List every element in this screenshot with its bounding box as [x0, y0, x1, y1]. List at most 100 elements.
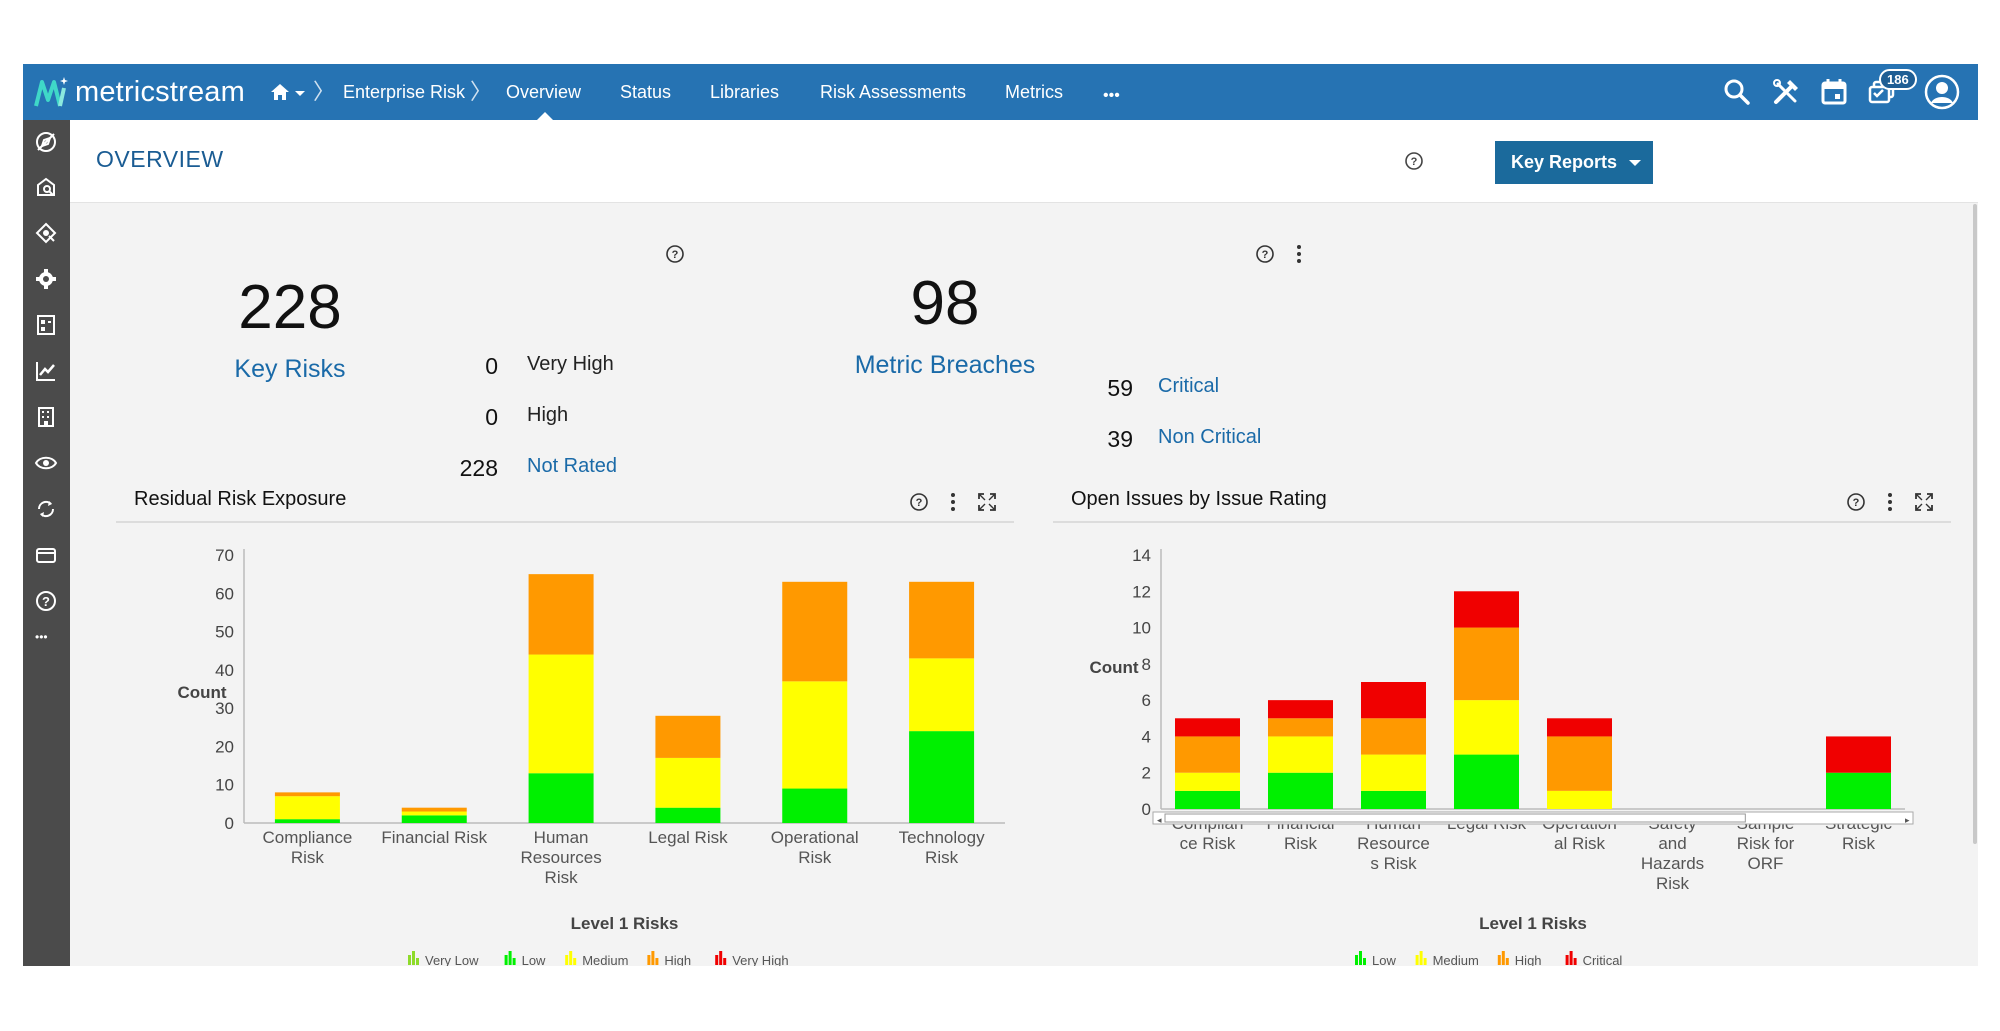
- key-risks-label[interactable]: Key Risks: [234, 355, 346, 383]
- more-tabs-button[interactable]: •••: [1103, 87, 1120, 104]
- home-dropdown-caret-icon[interactable]: [295, 91, 305, 96]
- critical-link[interactable]: Critical: [1158, 375, 1220, 397]
- open-issues-panel-title: Open Issues by Issue Rating: [1071, 488, 1327, 510]
- eye-settings-icon[interactable]: [34, 451, 58, 475]
- kebab-menu-icon[interactable]: [942, 491, 964, 513]
- expand-icon[interactable]: [976, 491, 998, 513]
- legend-item: Medium: [565, 951, 628, 966]
- wallet-icon[interactable]: [34, 543, 58, 567]
- bar-segment-medium: [274, 796, 340, 820]
- key-reports-button[interactable]: Key Reports: [1495, 141, 1653, 184]
- bar-segment-high: [528, 574, 594, 655]
- help-icon[interactable]: ?: [908, 491, 930, 513]
- metric-breaches-label[interactable]: Metric Breaches: [854, 351, 1036, 379]
- tab-risk-assessments[interactable]: Risk Assessments: [820, 82, 967, 102]
- building-icon[interactable]: [34, 405, 58, 429]
- tab-metrics[interactable]: Metrics: [1005, 82, 1063, 102]
- kebab-menu-icon[interactable]: [1288, 243, 1310, 265]
- tools-icon[interactable]: [1770, 76, 1802, 108]
- expand-icon[interactable]: [1913, 491, 1935, 513]
- bar-segment-high: [1361, 718, 1426, 755]
- non-critical-link[interactable]: Non Critical: [1158, 426, 1262, 448]
- y-tick-label: 30: [215, 699, 234, 718]
- sidebar: ? •••: [23, 120, 70, 966]
- notification-count-badge: 186: [1879, 69, 1917, 90]
- y-axis-title: Count: [177, 683, 226, 702]
- legend-swatch-icon: [565, 955, 569, 965]
- bar-segment-medium: [401, 811, 467, 816]
- legend-swatch-icon: [1569, 951, 1573, 965]
- key-risks-total[interactable]: 228: [238, 273, 342, 342]
- bar-segment-medium: [1175, 772, 1240, 791]
- bar-segment-low: [528, 773, 594, 823]
- line-chart-icon[interactable]: [34, 359, 58, 383]
- not-rated-link[interactable]: Not Rated: [527, 455, 618, 477]
- page-scrollbar[interactable]: [1973, 204, 1977, 844]
- tab-status[interactable]: Status: [620, 82, 672, 102]
- breadcrumb-enterprise-risk[interactable]: Enterprise Risk: [343, 82, 466, 102]
- help-icon[interactable]: ?: [1254, 243, 1276, 265]
- gear-shield-icon[interactable]: [34, 267, 58, 291]
- residual-risk-panel-title: Residual Risk Exposure: [134, 488, 347, 510]
- legend-swatch-icon: [1419, 951, 1423, 965]
- help-icon[interactable]: ?: [34, 589, 58, 613]
- legend-swatch-icon: [715, 955, 719, 965]
- legend-swatch-icon: [1423, 958, 1427, 965]
- legend-swatch-icon: [1565, 955, 1569, 965]
- bar-segment-high: [909, 581, 975, 659]
- help-icon[interactable]: ?: [1404, 151, 1424, 171]
- bar-segment-medium: [655, 757, 721, 808]
- legend-item: High: [1497, 951, 1542, 966]
- help-icon[interactable]: ?: [664, 243, 686, 265]
- page-title: OVERVIEW: [96, 146, 224, 172]
- brand-logo[interactable]: metricstream: [33, 72, 245, 112]
- high-label: High: [527, 404, 569, 426]
- y-tick-label: 0: [1142, 800, 1151, 819]
- tab-libraries[interactable]: Libraries: [710, 82, 780, 102]
- y-tick-label: 40: [215, 661, 234, 680]
- not-rated-count: 228: [459, 455, 498, 481]
- legend-label: Low: [522, 953, 546, 966]
- dashboard-content: ? ? 228 Key Risks 0 Very High 0 High 228…: [70, 203, 1978, 966]
- legend-item: High: [647, 951, 691, 966]
- bar-segment-medium: [528, 654, 594, 774]
- app-window: metricstream 〉 Enterprise Risk 〉 Overvie…: [23, 64, 1978, 966]
- bar-segment-high: [782, 581, 848, 682]
- breadcrumb-separator-icon: 〉: [470, 79, 493, 104]
- tab-overview[interactable]: Overview: [506, 82, 582, 102]
- bar-segment-high: [655, 715, 721, 758]
- y-tick-label: 60: [215, 584, 234, 603]
- metricstream-logo-icon: [34, 77, 68, 107]
- refresh-icon[interactable]: [34, 497, 58, 521]
- legend-label: High: [664, 953, 691, 966]
- x-tick-label: Compliance Risk: [263, 828, 353, 867]
- y-tick-label: 70: [215, 546, 234, 565]
- bar-segment-medium: [1547, 790, 1612, 809]
- legend-item: Medium: [1415, 951, 1479, 966]
- scorecard-icon[interactable]: [34, 313, 58, 337]
- metric-breaches-total[interactable]: 98: [910, 269, 980, 338]
- key-reports-label: Key Reports: [1511, 152, 1618, 172]
- page-header: OVERVIEW ? Key Reports: [70, 120, 1978, 203]
- bar-segment-low: [1175, 790, 1240, 809]
- home-icon[interactable]: [269, 82, 291, 102]
- legend-swatch-icon: [651, 951, 655, 965]
- help-icon[interactable]: ?: [1845, 491, 1867, 513]
- y-axis-title: Count: [1089, 658, 1138, 677]
- risk-target-icon[interactable]: [34, 221, 58, 245]
- risk-search-icon[interactable]: [34, 175, 58, 199]
- compass-icon[interactable]: [34, 130, 58, 154]
- bar-segment-critical: [1361, 682, 1426, 719]
- sidebar-more-icon[interactable]: •••: [35, 630, 48, 644]
- kebab-menu-icon[interactable]: [1879, 491, 1901, 513]
- user-avatar-icon[interactable]: [1924, 74, 1960, 110]
- search-icon[interactable]: [1721, 76, 1753, 108]
- very-high-count: 0: [485, 353, 498, 379]
- calendar-icon[interactable]: [1818, 76, 1850, 108]
- y-tick-label: 50: [215, 623, 234, 642]
- legend-item: Very Low: [408, 951, 479, 966]
- legend-swatch-icon: [655, 958, 659, 965]
- bar-segment-low: [782, 788, 848, 823]
